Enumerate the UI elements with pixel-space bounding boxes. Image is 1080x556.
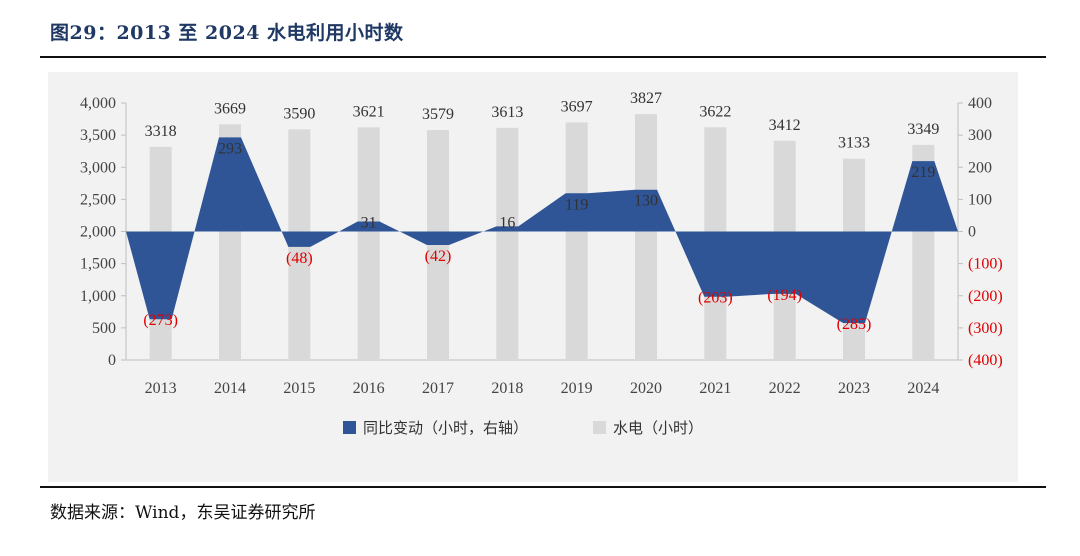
bar-value-label: 3622 [699, 103, 731, 120]
bar-value-label: 3133 [838, 135, 870, 152]
right-tick-label: (300) [968, 320, 1003, 337]
x-tick-label: 2019 [561, 380, 593, 397]
left-tick-label: 0 [108, 352, 116, 369]
yoy-value-label: (48) [286, 250, 313, 267]
x-tick-label: 2013 [145, 380, 177, 397]
bottom-rule [40, 486, 1046, 488]
x-tick-label: 2021 [699, 380, 731, 397]
x-tick-label: 2018 [491, 380, 523, 397]
yoy-value-label: 219 [911, 164, 935, 181]
left-tick-label: 4,000 [80, 95, 116, 112]
yoy-area [126, 137, 958, 324]
x-tick-label: 2020 [630, 380, 662, 397]
legend-swatch-hydro [593, 421, 606, 434]
x-tick-label: 2014 [214, 380, 246, 397]
yoy-value-label: 293 [218, 140, 242, 157]
bar-value-label: 3621 [353, 103, 385, 120]
yoy-value-label: (194) [767, 287, 802, 304]
left-tick-label: 1,500 [80, 256, 116, 273]
hydro-bar [427, 130, 449, 360]
legend-swatch-yoy [343, 421, 356, 434]
bar-value-label: 3412 [769, 117, 801, 134]
right-tick-label: 300 [968, 127, 992, 144]
right-tick-label: 400 [968, 95, 992, 112]
right-tick-label: (400) [968, 352, 1003, 369]
right-tick-label: (100) [968, 256, 1003, 273]
right-tick-label: 0 [968, 224, 976, 241]
yoy-value-label: 31 [361, 215, 377, 232]
legend-label-yoy: 同比变动（小时，右轴） [363, 419, 528, 437]
bar-value-label: 3669 [214, 100, 246, 117]
x-tick-label: 2024 [907, 380, 939, 397]
yoy-value-label: (273) [143, 312, 178, 329]
left-tick-label: 3,500 [80, 127, 116, 144]
yoy-value-label: 16 [499, 215, 515, 232]
bar-value-label: 3697 [561, 98, 593, 115]
x-tick-label: 2017 [422, 380, 454, 397]
source-note: 数据来源：Wind，东吴证券研究所 [50, 503, 316, 523]
yoy-value-label: (42) [425, 248, 452, 265]
bar-value-label: 3349 [907, 121, 939, 138]
yoy-value-label: 130 [634, 193, 658, 210]
legend-label-hydro: 水电（小时） [613, 419, 703, 437]
left-tick-label: 500 [92, 320, 116, 337]
top-rule [40, 56, 1046, 58]
left-tick-label: 2,500 [80, 191, 116, 208]
bar-value-label: 3318 [145, 123, 177, 140]
right-tick-label: 100 [968, 191, 992, 208]
bar-value-label: 3579 [422, 106, 454, 123]
x-tick-label: 2022 [769, 380, 801, 397]
figure-title: 图29：2013 至 2024 水电利用小时数 [50, 22, 404, 44]
x-tick-label: 2023 [838, 380, 870, 397]
bar-value-label: 3590 [283, 105, 315, 122]
left-tick-label: 2,000 [80, 224, 116, 241]
hydro-bar [635, 114, 657, 360]
left-tick-label: 1,000 [80, 288, 116, 305]
hydro-bar [357, 127, 380, 360]
bar-value-label: 3827 [630, 90, 662, 107]
hydro-bar [496, 127, 519, 360]
bar-value-label: 3613 [491, 104, 523, 121]
hydro-bar [565, 122, 588, 361]
x-tick-label: 2015 [283, 380, 315, 397]
right-tick-label: 200 [968, 159, 992, 176]
yoy-value-label: (285) [837, 316, 872, 333]
yoy-value-label: (203) [698, 290, 733, 307]
left-tick-label: 3,000 [80, 159, 116, 176]
x-tick-label: 2016 [353, 380, 385, 397]
right-tick-label: (200) [968, 288, 1003, 305]
yoy-value-label: 119 [565, 196, 588, 213]
